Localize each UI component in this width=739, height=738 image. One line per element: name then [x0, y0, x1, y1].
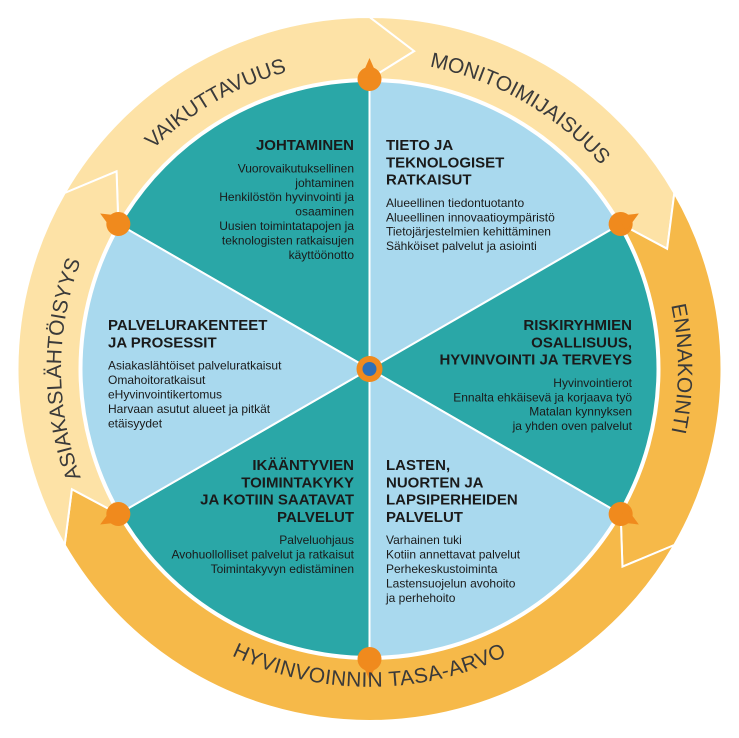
segment-title-line: TIETO JA — [386, 137, 453, 154]
segment-title-line: JOHTAMINEN — [256, 137, 354, 154]
segment-body-line: teknologisten ratkaisujen — [222, 233, 354, 247]
segment-title-line: PALVELURAKENTEET — [108, 317, 267, 334]
segment-body-line: ja yhden oven palvelut — [512, 419, 633, 433]
segment-body-line: Harvaan asutut alueet ja pitkät — [108, 402, 271, 416]
segment-title-line: TEKNOLOGISET — [386, 154, 504, 171]
segment-title-line: PALVELUT — [277, 509, 354, 526]
segment-body-line: Henkilöstön hyvinvointi ja — [219, 190, 354, 204]
segment-body-line: Tietojärjestelmien kehittäminen — [386, 225, 551, 239]
segment-body-line: Ennalta ehkäisevä ja korjaava työ — [453, 390, 632, 404]
segment-title-line: NUORTEN JA — [386, 474, 484, 491]
segment-title-line: OSALLISUUS, — [531, 334, 632, 351]
segment-body-line: Alueellinen tiedontuotanto — [386, 196, 524, 210]
segment-title-line: JA PROSESSIT — [108, 334, 217, 351]
segment-body-line: Palveluohjaus — [279, 533, 354, 547]
segment-title-line: RATKAISUT — [386, 172, 472, 189]
segment-title-line: HYVINVOINTI JA TERVEYS — [439, 352, 632, 369]
segment-body-line: käyttöönotto — [289, 248, 355, 262]
segment-body-line: eHyvinvointikertomus — [108, 387, 222, 401]
segment-body-line: Toimintakyvyn edistäminen — [211, 562, 354, 576]
segment-body-line: Avohuollolliset palvelut ja ratkaisut — [171, 548, 354, 562]
segment-body-line: Omahoitoratkaisut — [108, 373, 206, 387]
segment-title-line: TOIMINTAKYKY — [241, 474, 354, 491]
segment-body-line: Vuorovaikutuksellinen — [238, 161, 354, 175]
segment-body-line: osaaminen — [295, 205, 354, 219]
segment-body-line: Lastensuojelun avohoito — [386, 576, 516, 590]
segment-body-line: Matalan kynnyksen — [529, 405, 632, 419]
segment-title-line: LASTEN, — [386, 457, 450, 474]
segment-body-line: Alueellinen innovaatioympäristö — [386, 210, 555, 224]
segment-body-line: Kotiin annettavat palvelut — [386, 548, 521, 562]
segment-body-line: Asiakaslähtöiset palveluratkaisut — [108, 359, 282, 373]
circular-diagram: JOHTAMINEN Vuorovaikutuksellinenjohtamine… — [0, 0, 739, 738]
segment-body-line: Sähköiset palvelut ja asiointi — [386, 239, 537, 253]
segment-title-line: JA KOTIIN SAATAVAT — [200, 492, 354, 509]
segment-body-line: etäisyydet — [108, 416, 163, 430]
segment-body-line: Hyvinvointierot — [553, 376, 632, 390]
segment-body-line: Uusien toimintatapojen ja — [219, 219, 354, 233]
center-dot — [357, 356, 383, 382]
segment-body-line: ja perhehoito — [385, 591, 456, 605]
segment-body-line: Perhekeskustoiminta — [386, 562, 498, 576]
segment-body-line: johtaminen — [294, 176, 354, 190]
segment-title-line: PALVELUT — [386, 509, 463, 526]
segment-body-line: Varhainen tuki — [386, 533, 462, 547]
segment-title-line: LAPSIPERHEIDEN — [386, 492, 518, 509]
segment-title-line: IKÄÄNTYVIEN — [252, 457, 354, 474]
segment-title-line: RISKIRYHMIEN — [523, 317, 632, 334]
center-dot-inner — [363, 362, 377, 376]
